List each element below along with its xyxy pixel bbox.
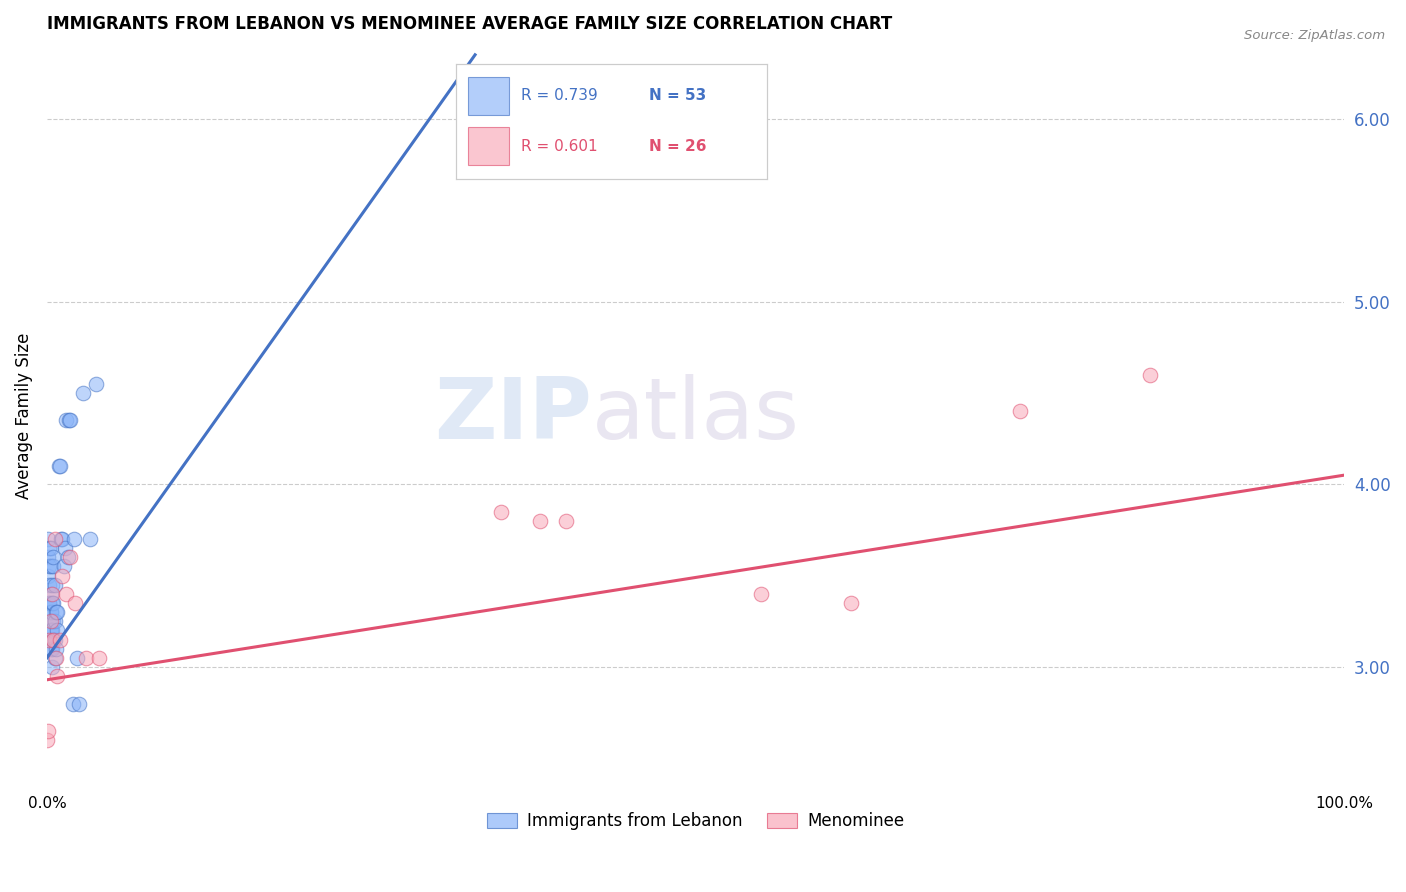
Point xyxy=(75,651,97,665)
Point xyxy=(841,596,863,610)
Point xyxy=(38,596,60,610)
Text: IMMIGRANTS FROM LEBANON VS MENOMINEE AVERAGE FAMILY SIZE CORRELATION CHART: IMMIGRANTS FROM LEBANON VS MENOMINEE AVE… xyxy=(46,15,893,33)
Point xyxy=(41,641,63,656)
Point xyxy=(51,568,73,582)
Point xyxy=(114,815,136,830)
Point xyxy=(39,641,62,656)
Point xyxy=(72,385,94,400)
Point xyxy=(45,651,67,665)
Point xyxy=(48,458,70,473)
Point xyxy=(749,587,772,601)
Point xyxy=(59,413,82,427)
Point xyxy=(42,632,65,647)
Point xyxy=(66,651,89,665)
Point xyxy=(39,615,62,629)
Point xyxy=(63,532,86,546)
Point xyxy=(44,578,66,592)
Point xyxy=(44,651,66,665)
Point xyxy=(46,624,69,638)
Point xyxy=(37,568,59,582)
Point xyxy=(41,541,63,556)
Point xyxy=(49,632,72,647)
Point xyxy=(37,550,59,565)
Point xyxy=(44,532,66,546)
Point xyxy=(39,624,62,638)
Point xyxy=(37,532,59,546)
Point xyxy=(46,669,69,683)
Point xyxy=(55,413,77,427)
Point xyxy=(38,559,60,574)
Point xyxy=(39,559,62,574)
Point xyxy=(53,541,76,556)
Point xyxy=(55,587,77,601)
Point xyxy=(45,641,67,656)
Point xyxy=(39,624,62,638)
Y-axis label: Average Family Size: Average Family Size xyxy=(15,333,32,499)
Point xyxy=(38,632,60,647)
Point xyxy=(51,532,73,546)
Point xyxy=(65,596,87,610)
Point xyxy=(191,815,214,830)
Point xyxy=(79,532,101,546)
Text: Source: ZipAtlas.com: Source: ZipAtlas.com xyxy=(1244,29,1385,42)
Point xyxy=(44,615,66,629)
Point xyxy=(49,458,72,473)
Point xyxy=(41,605,63,619)
Point xyxy=(35,632,58,647)
Point xyxy=(529,514,551,528)
Point xyxy=(37,723,59,738)
Point xyxy=(59,550,82,565)
Point xyxy=(38,541,60,556)
Point xyxy=(51,532,73,546)
Point xyxy=(38,596,60,610)
Point xyxy=(41,624,63,638)
Point xyxy=(39,615,62,629)
Point xyxy=(41,578,63,592)
Point xyxy=(87,651,110,665)
Point xyxy=(38,578,60,592)
Point xyxy=(42,559,65,574)
Point xyxy=(52,559,75,574)
Point xyxy=(489,505,512,519)
Point xyxy=(39,605,62,619)
Point xyxy=(42,596,65,610)
Point xyxy=(41,660,63,674)
Point xyxy=(42,550,65,565)
Point xyxy=(44,632,66,647)
Point xyxy=(42,632,65,647)
Point xyxy=(67,697,90,711)
Point xyxy=(35,733,58,747)
Point xyxy=(39,587,62,601)
Point xyxy=(41,596,63,610)
Point xyxy=(56,550,79,565)
Text: atlas: atlas xyxy=(592,375,800,458)
Point xyxy=(45,605,67,619)
Point xyxy=(58,413,80,427)
Point xyxy=(41,587,63,601)
Text: ZIP: ZIP xyxy=(434,375,592,458)
Point xyxy=(100,815,122,830)
Point xyxy=(1139,368,1161,382)
Point xyxy=(554,514,576,528)
Point xyxy=(84,376,107,391)
Point xyxy=(42,615,65,629)
Point xyxy=(46,605,69,619)
Legend: Immigrants from Lebanon, Menominee: Immigrants from Lebanon, Menominee xyxy=(481,805,911,837)
Point xyxy=(62,697,84,711)
Point xyxy=(1008,404,1031,418)
